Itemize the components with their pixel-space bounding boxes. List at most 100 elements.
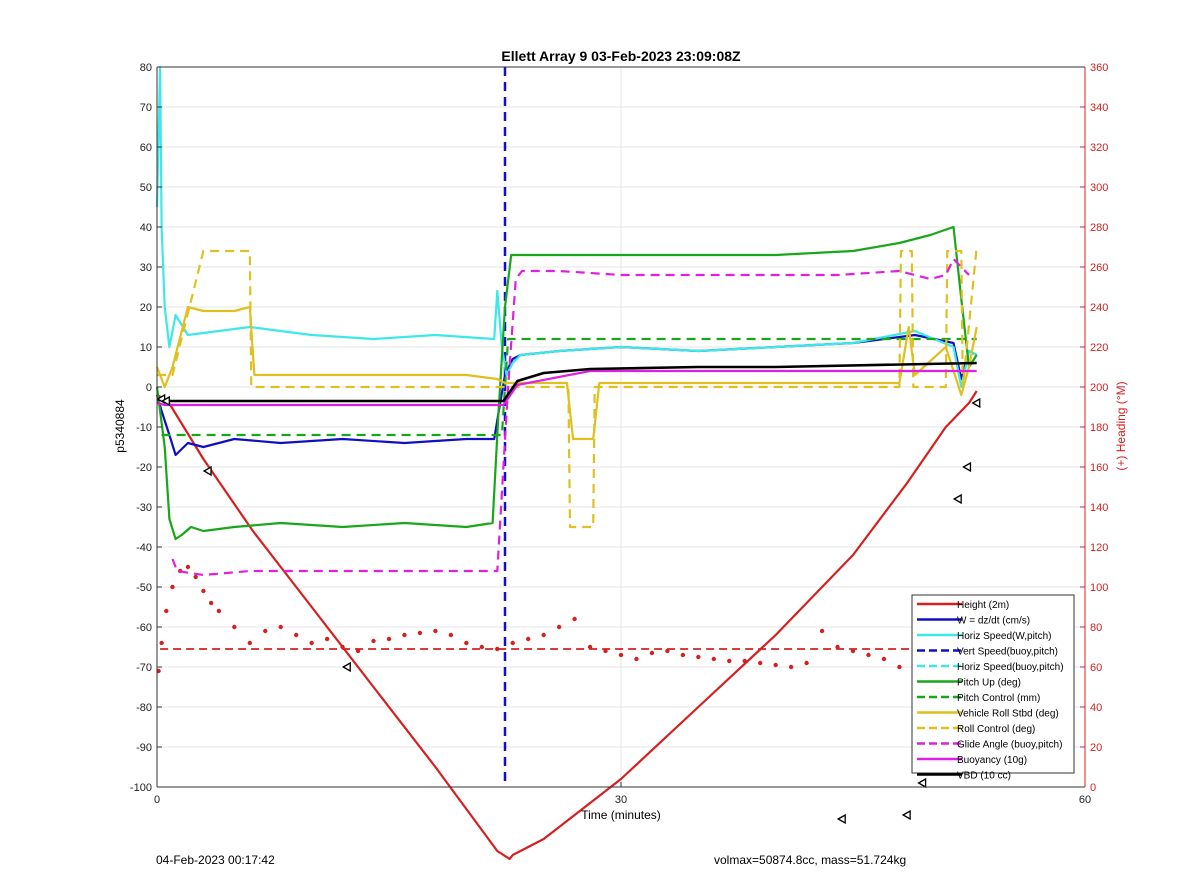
y-right-tick-label: 60 xyxy=(1090,662,1102,674)
y-tick-label: -60 xyxy=(136,622,152,634)
y-tick-label: 10 xyxy=(140,342,152,354)
heading-point xyxy=(201,588,206,594)
heading-point xyxy=(711,656,716,662)
y-right-tick-label: 240 xyxy=(1090,302,1108,314)
y-axis-right-label: (+) Heading (°M) xyxy=(1114,381,1128,470)
heading-point xyxy=(556,624,562,630)
heading-point xyxy=(371,638,376,644)
heading-point xyxy=(618,652,624,658)
heading-point xyxy=(680,652,686,658)
heading-point xyxy=(572,616,577,622)
height-marker xyxy=(952,493,962,505)
heading-point xyxy=(232,624,237,630)
y-right-tick-label: 140 xyxy=(1090,502,1108,514)
height-marker xyxy=(836,813,846,825)
heading-point xyxy=(804,660,809,666)
y-tick-label: 0 xyxy=(146,382,152,394)
footer-timestamp: 04-Feb-2023 00:17:42 xyxy=(156,853,275,867)
y-tick-label: 50 xyxy=(140,182,152,194)
heading-point xyxy=(788,664,794,670)
legend-box xyxy=(911,594,1075,774)
y-tick-label: -40 xyxy=(136,542,152,554)
footer-info: volmax=50874.8cc, mass=51.724kg xyxy=(714,853,907,867)
heading-point xyxy=(185,564,191,570)
series-line-buoyancy xyxy=(156,369,977,407)
height-marker xyxy=(160,395,170,407)
y-tick-label: 70 xyxy=(140,102,152,114)
series-line-w xyxy=(155,333,978,457)
heading-point xyxy=(510,640,515,646)
y-right-tick-label: 300 xyxy=(1090,182,1108,194)
heading-point xyxy=(758,660,763,666)
heading-point xyxy=(433,628,438,634)
y-tick-label: -50 xyxy=(136,582,152,594)
heading-point xyxy=(448,632,454,638)
heading-point xyxy=(386,636,392,642)
heading-point xyxy=(170,584,175,590)
height-marker xyxy=(971,397,981,409)
height-marker xyxy=(917,777,927,789)
legend-label: Height (2m) xyxy=(957,600,1009,611)
y-right-tick-label: 200 xyxy=(1090,382,1108,394)
y-right-tick-label: 20 xyxy=(1090,742,1102,754)
y-right-tick-label: 180 xyxy=(1090,422,1108,434)
heading-point xyxy=(526,636,531,642)
legend-label: VBD (10 cc) xyxy=(957,771,1011,782)
y-tick-label: -100 xyxy=(130,782,152,794)
series-line-glide-dashed xyxy=(171,257,970,577)
heading-point xyxy=(417,630,423,636)
y-tick-label: 80 xyxy=(140,62,152,74)
heading-point xyxy=(665,648,670,654)
heading-point xyxy=(696,654,701,660)
y-right-tick-label: 280 xyxy=(1090,222,1108,234)
heading-point xyxy=(649,650,655,656)
heading-point xyxy=(208,600,214,606)
series-line-height xyxy=(156,390,978,861)
y-right-tick-label: 320 xyxy=(1090,142,1108,154)
series-line-roll-dashed xyxy=(157,246,978,529)
y-right-tick-label: 340 xyxy=(1090,102,1108,114)
heading-point xyxy=(294,632,299,638)
heading-point xyxy=(355,648,361,654)
chart-title: Ellett Array 9 03-Feb-2023 23:09:08Z xyxy=(501,48,741,64)
legend-label: Vert Speed(buoy,pitch) xyxy=(957,647,1058,658)
heading-point xyxy=(881,656,887,662)
height-marker xyxy=(901,809,911,821)
legend: Height (2m) W = dz/dt (cm/s) Horiz Speed(W… xyxy=(911,594,1075,782)
y-right-tick-label: 80 xyxy=(1090,622,1102,634)
y-tick-label: -70 xyxy=(136,662,152,674)
y-right-tick-label: 0 xyxy=(1090,782,1096,794)
y-right-tick-label: 260 xyxy=(1090,262,1108,274)
height-marker xyxy=(202,465,212,477)
heading-point xyxy=(495,646,500,652)
heading-point xyxy=(479,644,484,650)
heading-point xyxy=(773,662,778,668)
heading-point xyxy=(309,640,314,646)
heading-point xyxy=(727,658,732,664)
y-tick-label: -80 xyxy=(136,702,152,714)
heading-point xyxy=(603,648,608,654)
y-tick-label: -10 xyxy=(136,422,152,434)
heading-point xyxy=(819,628,825,634)
x-axis-label: Time (minutes) xyxy=(581,808,661,822)
heading-point xyxy=(159,640,164,646)
series-line-vbd xyxy=(156,361,977,403)
y-right-tick-label: 160 xyxy=(1090,462,1108,474)
y-right-tick-label: 220 xyxy=(1090,342,1108,354)
heading-point xyxy=(216,608,222,614)
y-tick-label: 40 xyxy=(140,222,152,234)
height-marker xyxy=(341,661,351,673)
series-line-pitch-dashed xyxy=(161,337,977,437)
heading-point xyxy=(164,608,169,614)
y-right-tick-label: 40 xyxy=(1090,702,1102,714)
y-tick-label: -20 xyxy=(136,462,152,474)
heading-point xyxy=(634,656,639,662)
heading-point xyxy=(897,664,902,670)
axes: 80706050403020100-10-20-30-40-50-60-70-8… xyxy=(130,62,1108,806)
heading-point xyxy=(850,648,856,654)
heading-point xyxy=(247,640,252,646)
legend-label: Pitch Control (mm) xyxy=(957,693,1040,704)
legend-label: Horiz Speed(buoy,pitch) xyxy=(957,662,1064,673)
y-tick-label: 60 xyxy=(140,142,152,154)
